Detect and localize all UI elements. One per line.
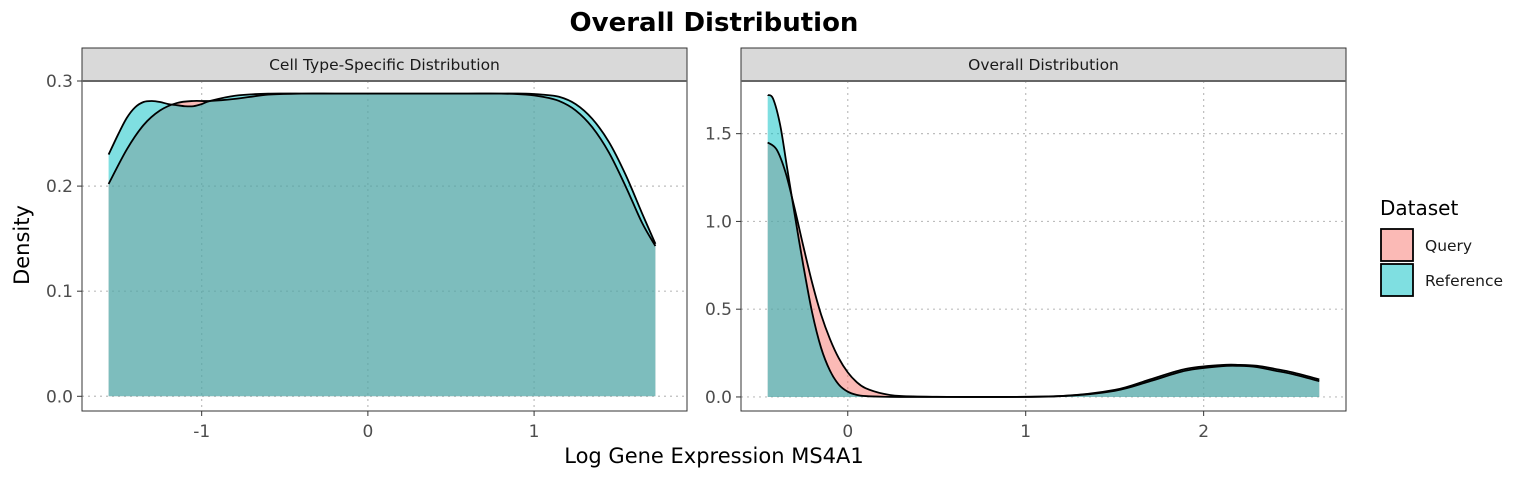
y-tick-label: 0.3 (46, 72, 73, 92)
y-axis-title: Density (10, 205, 34, 285)
legend-title: Dataset (1380, 196, 1458, 220)
x-axis-title: Log Gene Expression MS4A1 (564, 444, 864, 468)
panels: Cell Type-Specific Distribution -1 0 1 0.0 0.… (46, 47, 1347, 442)
panel-1: Cell Type-Specific Distribution -1 0 1 0.0 0.… (46, 47, 688, 442)
y-tick-label: 0.2 (46, 177, 73, 197)
legend-key-reference (1380, 263, 1414, 297)
x-tick-label: 2 (1198, 422, 1209, 442)
x-tick-label: -1 (193, 422, 210, 442)
y-tick-label: 1.0 (705, 212, 732, 232)
y-tick-label: 1.5 (705, 125, 732, 145)
x-tick-label: 1 (529, 422, 540, 442)
density-area-reference (108, 93, 656, 397)
density-line-reference (767, 94, 1320, 398)
legend: Dataset Query Reference (1380, 196, 1503, 297)
panel-2: Overall Distribution 0 1 2 0.0 0.5 1.0 1.5 (705, 47, 1347, 442)
x-tick-label: 0 (362, 422, 373, 442)
x-tick-label: 0 (842, 422, 853, 442)
legend-item-reference: Reference (1380, 263, 1503, 297)
strip-background (81, 47, 688, 82)
legend-label-query: Query (1425, 237, 1472, 255)
density-line-query (767, 141, 1320, 398)
strip-title: Overall Distribution (968, 56, 1119, 74)
panel-background (741, 81, 1346, 411)
y-tick-label: 0.5 (705, 300, 732, 320)
y-tick-label: 0.0 (705, 388, 732, 408)
x-tick-label: 1 (1020, 422, 1031, 442)
chart-title: Overall Distribution (570, 8, 859, 38)
y-tick-label: 0.0 (46, 387, 73, 407)
legend-key-query (1380, 228, 1414, 262)
legend-label-reference: Reference (1425, 272, 1503, 290)
legend-item-query: Query (1380, 228, 1472, 262)
y-tick-label: 0.1 (46, 282, 73, 302)
strip-title: Cell Type-Specific Distribution (269, 56, 500, 74)
density-line-reference (107, 92, 657, 245)
strip-background (740, 47, 1347, 82)
legend-items: Query Reference (1380, 228, 1503, 297)
